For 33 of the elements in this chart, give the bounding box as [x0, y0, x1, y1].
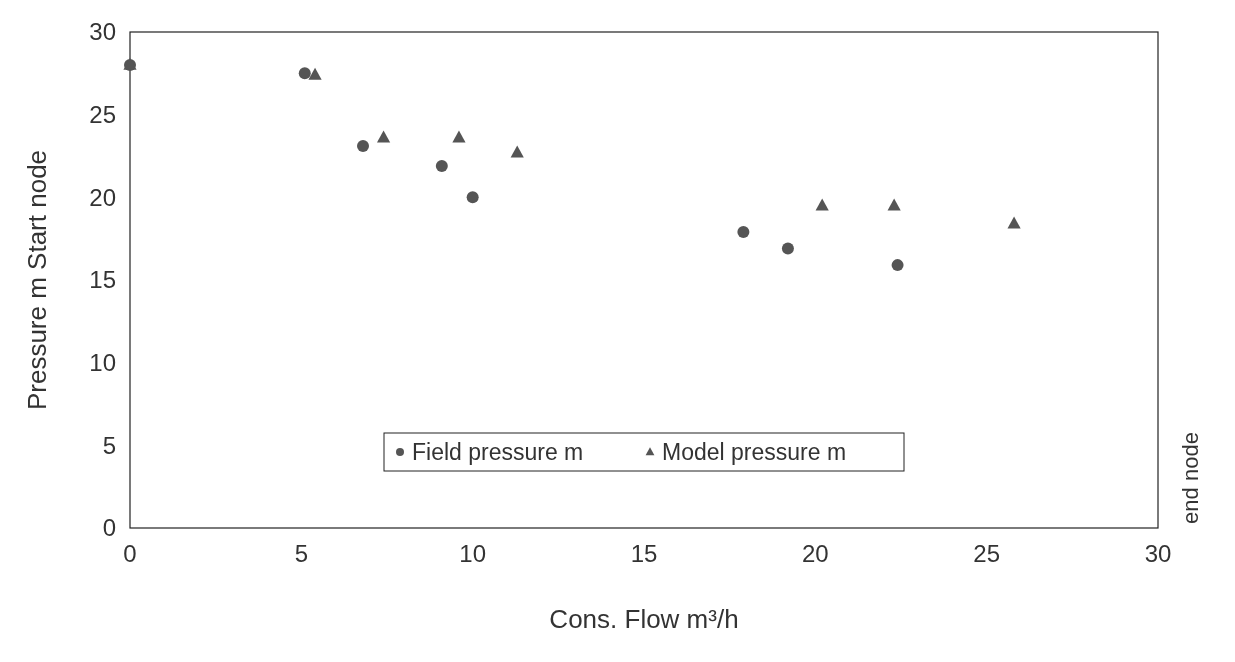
- point: [308, 67, 322, 80]
- point: [815, 198, 829, 211]
- point: [887, 198, 901, 211]
- y-tick-label: 20: [89, 183, 116, 211]
- x-tick-label: 0: [123, 540, 137, 567]
- x-tick-label: 10: [459, 540, 487, 567]
- point: [357, 140, 370, 153]
- x-tick-label: 15: [630, 540, 658, 567]
- point: [510, 145, 524, 158]
- y-axis-title: Pressure m Start node: [22, 149, 52, 411]
- legend-label: Model pressure m: [662, 439, 847, 466]
- point: [435, 159, 448, 172]
- x-tick-label: 30: [1144, 540, 1172, 567]
- point: [466, 191, 479, 204]
- legend-label: Field pressure m: [412, 439, 584, 466]
- x-tick-label: 5: [294, 540, 309, 567]
- y-tick-label: 5: [102, 431, 116, 459]
- y-tick-label: 30: [89, 18, 116, 46]
- y2-axis-title: end node: [1178, 432, 1203, 524]
- point: [376, 130, 391, 143]
- y-tick-label: 0: [102, 514, 116, 542]
- x-axis-title: Cons. Flow m³/h: [549, 604, 739, 634]
- x-tick-label: 25: [973, 540, 1001, 567]
- point: [452, 130, 466, 143]
- point: [781, 242, 794, 255]
- y-tick-label: 25: [89, 101, 116, 129]
- point: [891, 259, 904, 272]
- point: [737, 226, 750, 239]
- point: [298, 67, 311, 80]
- point: [1007, 216, 1021, 229]
- y-tick-label: 15: [89, 266, 116, 294]
- y-tick-label: 10: [89, 349, 116, 377]
- x-tick-label: 20: [801, 540, 829, 567]
